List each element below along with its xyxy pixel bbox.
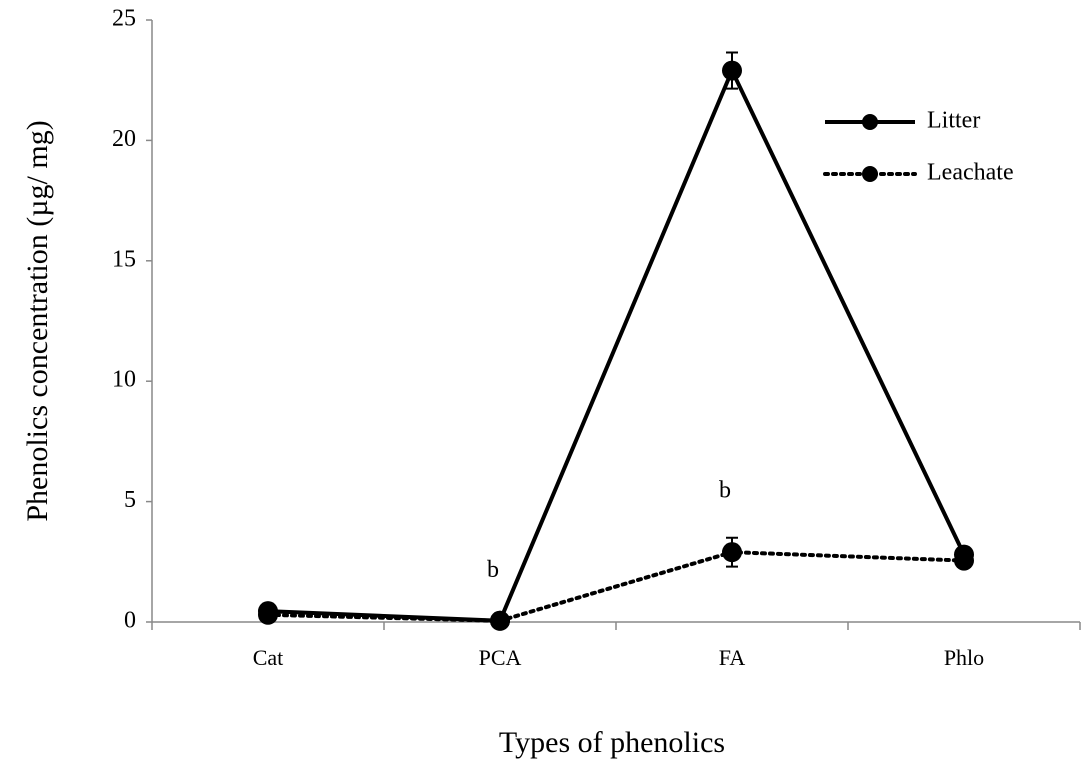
series-line [266,550,966,623]
annotation: b [487,557,499,583]
series-line [267,65,966,623]
y-tick-label: 0 [124,608,136,634]
x-axis-title: Types of phenolics [499,726,725,759]
y-tick-label: 10 [112,367,136,393]
x-tick-label: PCA [479,645,522,670]
legend-label: Leachate [927,160,1014,186]
point [722,542,742,563]
legend-label: Litter [927,108,980,134]
x-tick-label: Phlo [944,645,984,670]
point [954,550,974,571]
point [258,604,278,625]
x-tick-label: Cat [253,645,284,670]
y-tick-label: 25 [112,6,136,32]
y-tick-label: 15 [112,246,136,272]
x-tick-label: FA [719,645,746,670]
legend-marker [862,166,878,182]
annotation: b [719,477,731,503]
point [490,610,510,631]
y-tick-label: 20 [112,126,136,152]
legend-marker [862,114,878,130]
point [722,60,742,81]
y-axis-title: Phenolics concentration (µg/ mg) [21,120,54,521]
y-tick-label: 5 [124,487,136,513]
